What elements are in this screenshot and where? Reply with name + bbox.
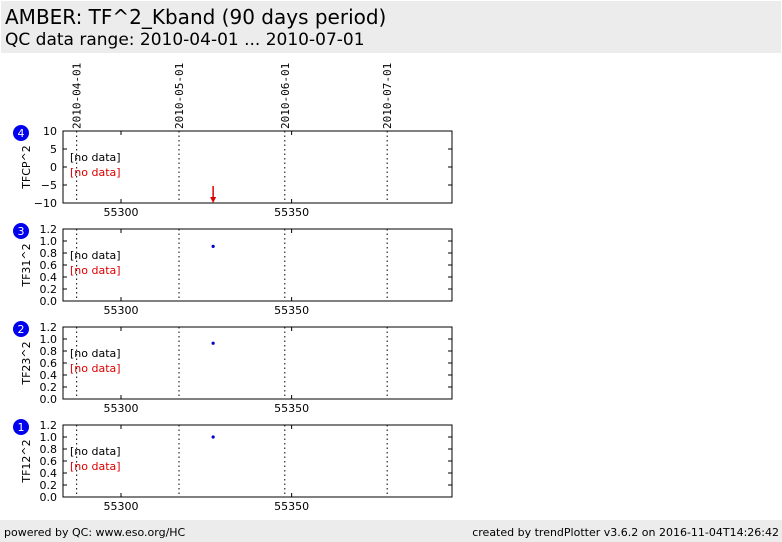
- y-tick-label: 0.6: [40, 455, 58, 468]
- footer-created-by: created by trendPlotter v3.6.2 on 2016-1…: [472, 526, 779, 539]
- y-axis-label: TF12^2: [20, 439, 33, 483]
- data-point: [211, 435, 215, 439]
- y-tick-label: −5: [41, 179, 57, 192]
- plot-frame: [62, 326, 453, 400]
- y-tick-label: 0.0: [40, 393, 58, 406]
- y-tick-label: 1.2: [40, 321, 58, 334]
- y-tick-label: 0.4: [40, 271, 58, 284]
- date-marker-label: 2010-07-01: [381, 63, 394, 129]
- y-tick-label: 1.2: [40, 419, 58, 432]
- x-tick-label: 55350: [274, 500, 309, 513]
- y-tick-label: 1.0: [40, 431, 58, 444]
- y-tick-label: 1.0: [40, 235, 58, 248]
- out-of-range-arrow-head: [210, 197, 217, 203]
- y-tick-label: 0.4: [40, 467, 58, 480]
- y-tick-label: 0.4: [40, 369, 58, 382]
- x-tick-label: 55300: [104, 206, 139, 219]
- no-data-label-red: [no data]: [70, 264, 121, 277]
- data-point: [211, 341, 215, 345]
- no-data-label-red: [no data]: [70, 166, 121, 179]
- y-tick-label: 1.2: [40, 223, 58, 236]
- x-tick-label: 55350: [274, 206, 309, 219]
- y-tick-label: 1.0: [40, 333, 58, 346]
- panel-number-badge: [13, 223, 29, 239]
- y-axis-label: TF23^2: [20, 341, 33, 385]
- y-tick-label: 5: [50, 143, 57, 156]
- no-data-label-red: [no data]: [70, 460, 121, 473]
- no-data-label: [no data]: [70, 151, 121, 164]
- y-axis-label: TF31^2: [20, 243, 33, 287]
- x-tick-label: 55300: [104, 304, 139, 317]
- no-data-label: [no data]: [70, 347, 121, 360]
- no-data-label: [no data]: [70, 249, 121, 262]
- y-tick-label: 0.2: [40, 479, 58, 492]
- y-tick-label: −10: [34, 197, 57, 210]
- date-marker-label: 2010-05-01: [173, 63, 186, 129]
- y-tick-label: 0.2: [40, 381, 58, 394]
- panel-number-label: 2: [18, 323, 25, 336]
- no-data-label: [no data]: [70, 445, 121, 458]
- footer-bar: powered by QC: www.eso.org/HC created by…: [0, 520, 782, 542]
- x-tick-label: 55300: [104, 500, 139, 513]
- y-axis-label: TFCP^2: [20, 145, 33, 190]
- y-tick-label: 0.8: [40, 443, 58, 456]
- panel-number-label: 4: [18, 127, 25, 140]
- y-tick-label: 0.0: [40, 295, 58, 308]
- plot-frame: [62, 424, 453, 498]
- data-point: [211, 244, 215, 248]
- panel-number-badge: [13, 321, 29, 337]
- x-tick-label: 55350: [274, 304, 309, 317]
- page-title: AMBER: TF^2_Kband (90 days period): [5, 5, 387, 29]
- y-tick-label: 0.8: [40, 247, 58, 260]
- panel-number-badge: [13, 419, 29, 435]
- plot-frame: [62, 228, 453, 302]
- y-tick-label: 0: [50, 161, 57, 174]
- panel-number-label: 1: [18, 421, 25, 434]
- footer-powered-by: powered by QC: www.eso.org/HC: [4, 526, 186, 539]
- y-tick-label: 0.2: [40, 283, 58, 296]
- y-tick-label: 0.8: [40, 345, 58, 358]
- page-subtitle: QC data range: 2010-04-01 ... 2010-07-01: [5, 30, 365, 50]
- panel-number-badge: [13, 125, 29, 141]
- panel-number-label: 3: [18, 225, 25, 238]
- y-tick-label: 0.6: [40, 259, 58, 272]
- y-tick-label: 0.0: [40, 491, 58, 504]
- y-tick-label: 0.6: [40, 357, 58, 370]
- plot-frame: [62, 130, 453, 204]
- header-bar: AMBER: TF^2_Kband (90 days period) QC da…: [1, 1, 781, 53]
- no-data-label-red: [no data]: [70, 362, 121, 375]
- date-marker-label: 2010-06-01: [279, 63, 292, 129]
- x-tick-label: 55300: [104, 402, 139, 415]
- x-tick-label: 55350: [274, 402, 309, 415]
- date-marker-label: 2010-04-01: [71, 63, 84, 129]
- y-tick-label: 10: [43, 125, 57, 138]
